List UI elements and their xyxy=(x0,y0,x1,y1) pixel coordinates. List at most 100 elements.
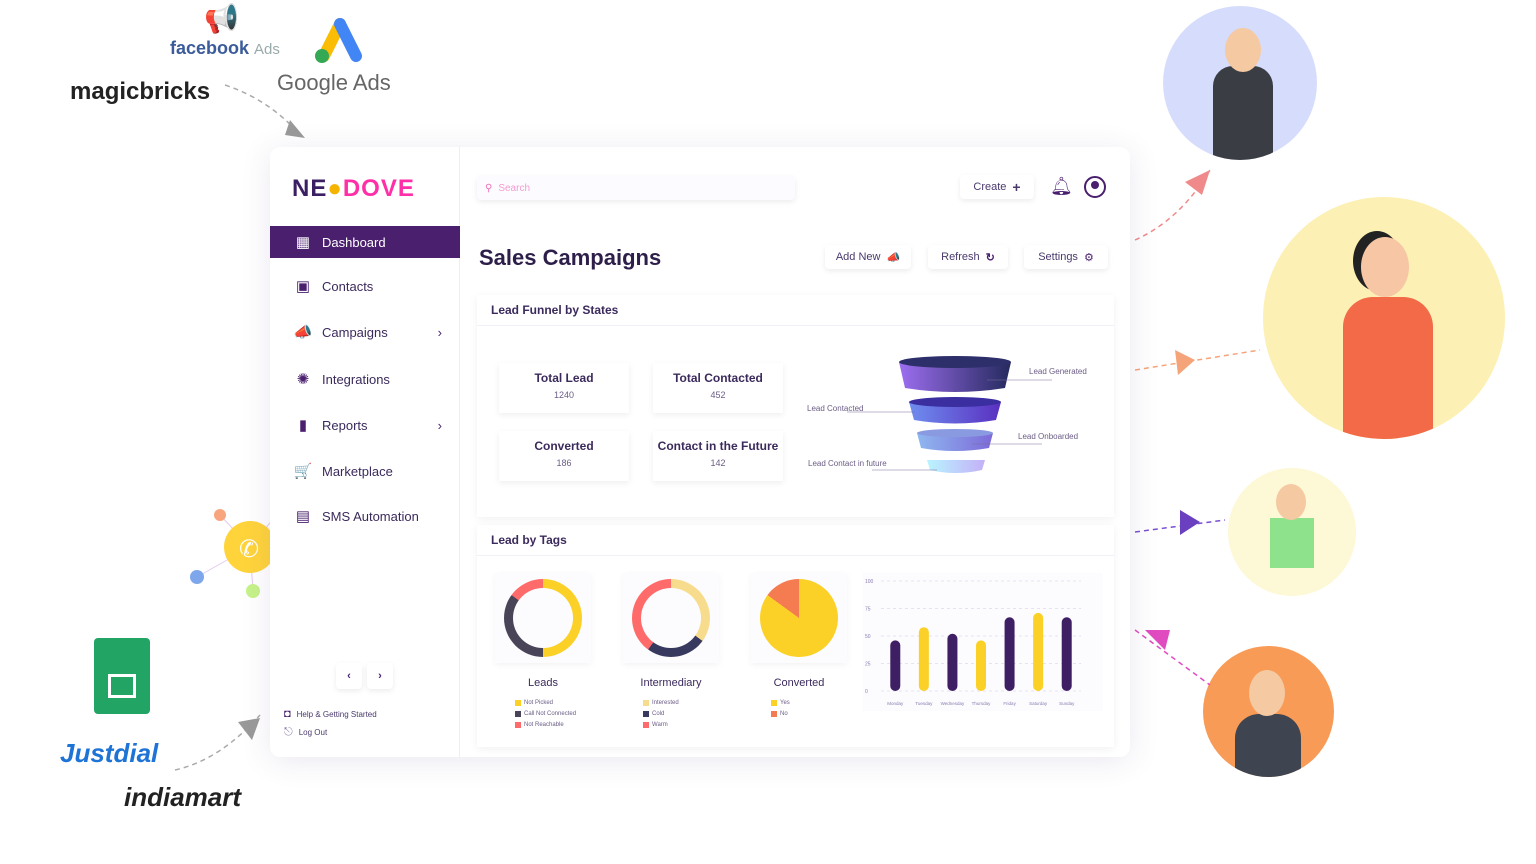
donut-chart-converted xyxy=(751,573,847,663)
help-icon: ◘ xyxy=(284,708,291,720)
justdial-logo: Justdial xyxy=(60,738,159,768)
sidebar-item-campaigns[interactable]: 📣 Campaigns › xyxy=(270,316,460,348)
cart-icon: 🛒 xyxy=(293,463,313,480)
logout-link[interactable]: ⎋ Log Out xyxy=(284,726,327,739)
legend-item: Call Not Connected xyxy=(515,708,576,719)
help-label: Help & Getting Started xyxy=(296,709,377,719)
indiamart-logo: indiamart xyxy=(124,782,242,812)
stat-label: Converted xyxy=(534,439,594,453)
x-tick-label: Tuesday xyxy=(915,701,933,706)
y-tick-label: 50 xyxy=(865,634,871,640)
bar-sunday xyxy=(1061,617,1072,691)
stat-total-contacted: Total Contacted 452 xyxy=(653,363,783,413)
bell-icon[interactable]: 🔔︎ xyxy=(1050,176,1073,196)
stat-label: Total Contacted xyxy=(673,371,763,385)
legend-item: Not Picked xyxy=(515,697,553,708)
legend-swatch xyxy=(771,699,777,706)
stat-label: Contact in the Future xyxy=(657,439,779,453)
donut-label: Intermediary xyxy=(640,677,702,689)
sidebar-item-sms-automation[interactable]: ▤ SMS Automation xyxy=(270,500,460,532)
weekday-bar-chart: 0 25 50 75 100 Monday Tuesday Wednesday Thursday… xyxy=(863,573,1103,711)
x-tick-label: Friday xyxy=(1003,701,1016,706)
connector-arrow xyxy=(224,84,305,138)
sidebar-item-marketplace[interactable]: 🛒 Marketplace xyxy=(270,455,460,487)
donut-chart-leads xyxy=(495,573,591,663)
y-tick-label: 25 xyxy=(865,662,871,668)
funnel-stage-3 xyxy=(917,433,993,451)
legend-item: Not Reachable xyxy=(515,719,564,730)
chevron-right-icon: › xyxy=(437,417,442,433)
legend-swatch xyxy=(643,721,649,728)
sidebar-item-dashboard[interactable]: ▦ Dashboard xyxy=(270,226,460,258)
gear-icon: ⚙ xyxy=(1083,251,1094,264)
x-tick-label: Wednesday xyxy=(941,701,965,706)
sidebar-item-reports[interactable]: ▮ Reports › xyxy=(270,409,460,441)
page-title: Sales Campaigns xyxy=(479,245,662,270)
megaphone-icon: 📢 xyxy=(204,3,239,34)
google-sheets-icon xyxy=(94,638,150,714)
stat-value: 1240 xyxy=(553,390,575,400)
logo-neo: NE xyxy=(292,175,328,202)
legend-label: Call Not Connected xyxy=(524,710,577,717)
magicbricks-logo: magicbricks xyxy=(70,78,211,105)
lead-by-tags-panel: Lead by Tags Leads Not Picked Call Not Con… xyxy=(477,525,1114,747)
settings-label: Settings xyxy=(1038,251,1078,263)
sidebar: NE●DOVE ▦ Dashboard ▣ Contacts 📣 Campaigns ›… xyxy=(270,147,460,757)
stat-value: 452 xyxy=(710,390,726,400)
avatar-man-on-phone xyxy=(1163,6,1317,160)
prev-button[interactable]: ‹ xyxy=(336,663,362,689)
sidebar-item-label: Marketplace xyxy=(322,463,393,479)
bar-thursday xyxy=(976,640,986,691)
add-new-button[interactable]: Add New 📣 xyxy=(825,245,911,269)
connector-arrows-right xyxy=(1134,169,1261,686)
create-button[interactable]: Create + xyxy=(960,175,1034,199)
avatar-man-waving xyxy=(1228,468,1356,596)
logout-label: Log Out xyxy=(298,728,328,737)
funnel-stage-1 xyxy=(899,362,1011,392)
donut-hole xyxy=(513,588,573,648)
stat-total-lead: Total Lead 1240 xyxy=(499,363,629,413)
search-input[interactable]: ⚲ Search xyxy=(477,176,795,200)
logout-icon: ⎋ xyxy=(284,726,293,738)
donut-ring xyxy=(760,579,838,657)
next-button[interactable]: › xyxy=(367,663,393,689)
stat-value: 186 xyxy=(556,458,572,468)
donut-hole xyxy=(641,588,701,648)
donut-label: Leads xyxy=(528,677,558,689)
sidebar-item-label: Dashboard xyxy=(322,234,386,250)
bar-wednesday xyxy=(947,633,958,691)
legend-label: Warm xyxy=(652,721,668,728)
funnel-stage-2 xyxy=(909,402,1001,424)
google-ads-logo: Google Ads xyxy=(277,70,391,95)
create-label: Create xyxy=(973,181,1007,193)
legend-item: No xyxy=(771,708,788,719)
facebook-ads-logo: facebook Ads xyxy=(170,38,280,59)
lead-funnel-panel: Lead Funnel by States Total Lead 1240 Tot… xyxy=(477,295,1114,517)
legend-swatch xyxy=(515,699,521,706)
sidebar-item-integrations[interactable]: ✺ Integrations xyxy=(270,363,460,395)
bar-tuesday xyxy=(918,627,929,691)
y-tick-label: 100 xyxy=(865,579,874,585)
refresh-label: Refresh xyxy=(941,251,980,263)
user-avatar-icon[interactable] xyxy=(1084,176,1106,198)
sidebar-item-label: Campaigns xyxy=(322,324,388,340)
integrations-icon: ✺ xyxy=(296,371,310,388)
stat-label: Total Lead xyxy=(534,371,594,385)
stat-value: 142 xyxy=(710,458,726,468)
bar-monday xyxy=(890,640,901,691)
neodove-logo[interactable]: NE●DOVE xyxy=(292,175,415,203)
donut-label: Converted xyxy=(773,677,825,689)
sidebar-item-contacts[interactable]: ▣ Contacts xyxy=(270,270,460,302)
x-tick-label: Sunday xyxy=(1059,701,1075,706)
help-link[interactable]: ◘ Help & Getting Started xyxy=(284,708,377,720)
refresh-icon: ↻ xyxy=(985,251,995,264)
avatar-woman-on-phone xyxy=(1263,197,1505,439)
settings-button[interactable]: Settings ⚙ xyxy=(1024,245,1108,269)
contacts-icon: ▣ xyxy=(295,278,311,295)
sidebar-item-label: SMS Automation xyxy=(322,508,419,524)
refresh-button[interactable]: Refresh ↻ xyxy=(928,245,1008,269)
search-icon: ⚲ xyxy=(485,182,493,194)
google-ads-icon xyxy=(310,14,366,64)
plus-icon: + xyxy=(1012,179,1021,195)
stat-converted: Converted 186 xyxy=(499,431,629,481)
